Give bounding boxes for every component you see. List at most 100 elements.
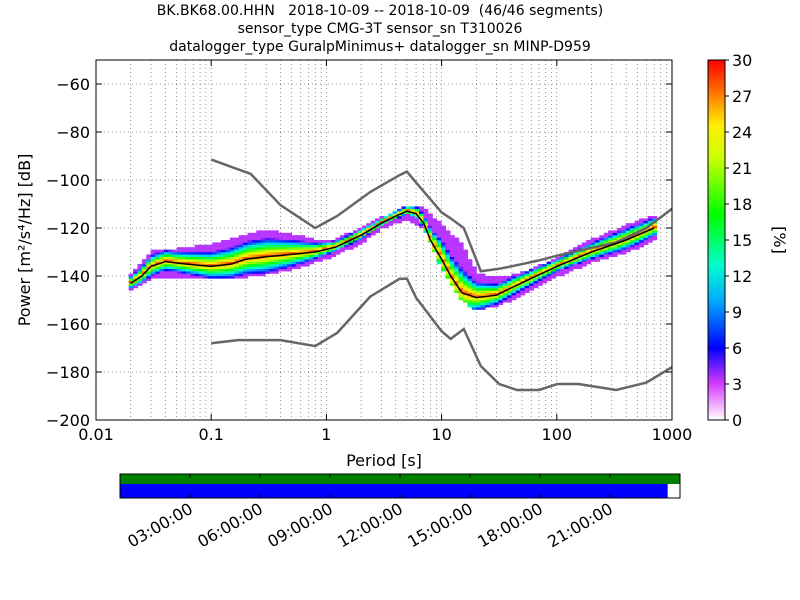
heatmap-cell — [379, 225, 385, 229]
heatmap-cell — [533, 285, 539, 289]
heatmap-cell — [484, 290, 490, 293]
heatmap-cell — [278, 247, 284, 250]
heatmap-cell — [260, 235, 266, 238]
heatmap-cell — [221, 242, 227, 245]
heatmap-cell — [647, 237, 653, 241]
heatmap-cell — [163, 273, 169, 277]
heatmap-cell — [476, 302, 482, 305]
heatmap-cell — [528, 283, 534, 286]
heatmap-cell — [269, 237, 275, 241]
heatmap-cell — [322, 240, 328, 243]
heatmap-cell — [221, 254, 227, 257]
heatmap-cell — [625, 232, 631, 236]
heatmap-cell — [484, 300, 490, 303]
heatmap-cell — [150, 252, 156, 255]
heatmap-cell — [652, 225, 658, 229]
heatmap-cell — [493, 295, 499, 298]
heatmap-cell — [471, 278, 477, 281]
heatmap-cell — [458, 288, 464, 291]
heatmap-cell — [216, 256, 222, 260]
heatmap-cell — [137, 264, 143, 267]
heatmap-cell — [238, 240, 244, 243]
heatmap-cell — [133, 283, 139, 286]
heatmap-cell — [177, 264, 183, 267]
heatmap-cell — [344, 232, 350, 236]
heatmap-cell — [295, 264, 301, 267]
heatmap-cell — [163, 254, 169, 257]
heatmap-cell — [225, 268, 231, 272]
y-tick-label: −120 — [46, 219, 90, 238]
heatmap-cell — [234, 266, 240, 269]
heatmap-cell — [212, 242, 218, 245]
heatmap-cell — [427, 213, 433, 217]
heatmap-cell — [524, 271, 530, 274]
heatmap-cell — [515, 285, 521, 289]
heatmap-cell — [612, 247, 618, 250]
heatmap-cell — [269, 232, 275, 236]
heatmap-cell — [172, 254, 178, 257]
heatmap-cell — [559, 259, 565, 262]
heatmap-cell — [287, 252, 293, 255]
heatmap-cell — [317, 259, 323, 262]
heatmap-cell — [577, 256, 583, 260]
heatmap-cell — [454, 240, 460, 243]
heatmap-cell — [625, 228, 631, 231]
heatmap-cell — [634, 242, 640, 245]
heatmap-cell — [594, 237, 600, 241]
heatmap-cell — [185, 249, 191, 253]
heatmap-cell — [172, 259, 178, 262]
heatmap-cell — [537, 271, 543, 274]
heatmap-cell — [445, 254, 451, 257]
heatmap-cell — [203, 252, 209, 255]
heatmap-cell — [419, 206, 425, 209]
heatmap-cell — [599, 237, 605, 241]
heatmap-cell — [273, 264, 279, 267]
heatmap-cell — [366, 235, 372, 238]
heatmap-cell — [612, 232, 618, 236]
heatmap-cell — [278, 235, 284, 238]
heatmap-cell — [454, 254, 460, 257]
heatmap-cell — [163, 264, 169, 267]
heatmap-cell — [449, 256, 455, 260]
heatmap-cell — [247, 237, 253, 241]
heatmap-cell — [172, 268, 178, 272]
heatmap-cell — [128, 283, 134, 286]
heatmap-cell — [458, 278, 464, 281]
heatmap-cell — [572, 264, 578, 267]
heatmap-cell — [243, 276, 249, 279]
heatmap-cell — [401, 213, 407, 217]
heatmap-cell — [287, 259, 293, 262]
heatmap-cell — [212, 271, 218, 274]
heatmap-cell — [577, 261, 583, 265]
timeline-data-bar — [120, 484, 668, 498]
heatmap-cell — [397, 216, 403, 219]
heatmap-cell — [150, 271, 156, 274]
heatmap-cell — [203, 273, 209, 277]
heatmap-cell — [410, 208, 416, 212]
heatmap-cell — [146, 271, 152, 274]
heatmap-cell — [612, 244, 618, 248]
heatmap-cell — [462, 273, 468, 277]
heatmap-cell — [287, 242, 293, 245]
heatmap-cell — [586, 259, 592, 262]
heatmap-cell — [269, 230, 275, 233]
heatmap-cell — [625, 240, 631, 243]
heatmap-cell — [137, 266, 143, 269]
heatmap-cell — [225, 271, 231, 274]
heatmap-cell — [229, 237, 235, 241]
heatmap-cell — [608, 249, 614, 253]
heatmap-cell — [331, 244, 337, 248]
heatmap-cell — [141, 273, 147, 277]
heatmap-cell — [194, 249, 200, 253]
heatmap-cell — [243, 268, 249, 272]
heatmap-cell — [621, 242, 627, 245]
heatmap-cell — [234, 252, 240, 255]
heatmap-cell — [172, 256, 178, 260]
y-tick-label: −100 — [46, 171, 90, 190]
heatmap-cell — [155, 249, 161, 253]
y-tick-label: −80 — [56, 123, 90, 142]
heatmap-cell — [419, 223, 425, 226]
heatmap-cell — [401, 208, 407, 212]
heatmap-cell — [542, 264, 548, 267]
heatmap-cell — [295, 259, 301, 262]
